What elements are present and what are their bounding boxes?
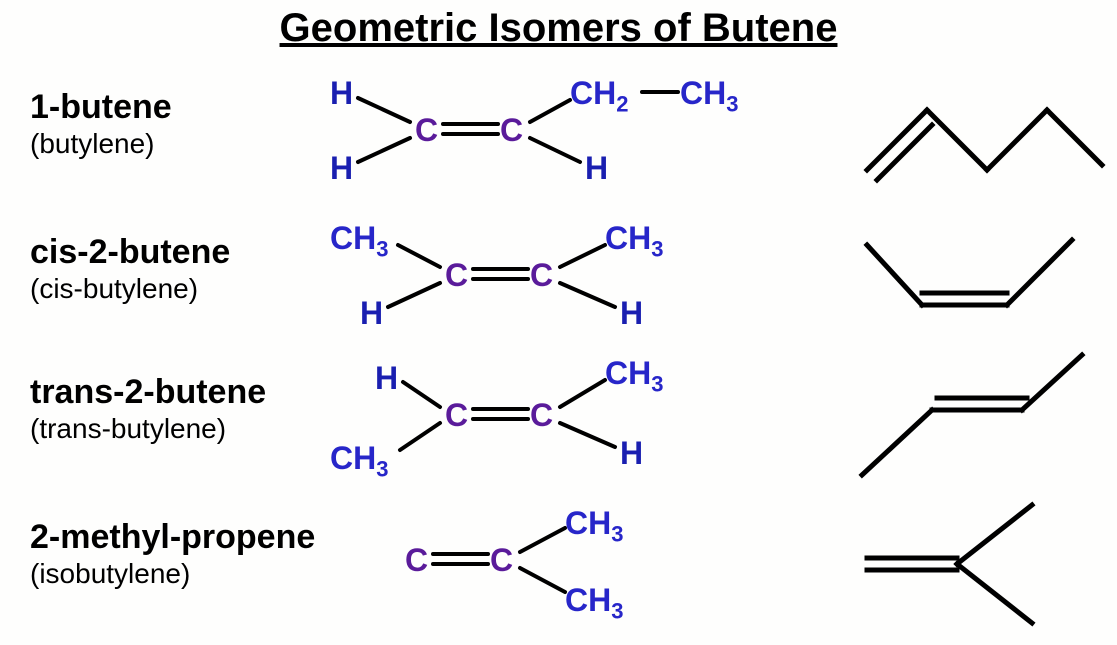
atom-label: H: [620, 295, 643, 332]
isomer-row-2-methyl-propene: 2-methyl-propene(isobutylene) C C CH3 CH3: [0, 500, 1117, 640]
structural-formula: H CH3 C C CH3 H: [330, 355, 830, 495]
atom-label: H: [330, 150, 353, 187]
atom-label: H: [585, 150, 608, 187]
atom-label: C: [530, 257, 553, 294]
isomer-names: 2-methyl-propene(isobutylene): [30, 520, 315, 590]
isomer-alt-name: (isobutylene): [30, 558, 315, 590]
atom-label: H: [360, 295, 383, 332]
atom-label: H: [375, 360, 398, 397]
atom-label: CH3: [330, 440, 388, 477]
atom-label: CH3: [680, 75, 738, 112]
atom-label: H: [620, 435, 643, 472]
isomer-names: trans-2-butene(trans-butylene): [30, 375, 266, 445]
atom-label: CH3: [330, 220, 388, 257]
isomer-name: 2-methyl-propene: [30, 520, 315, 556]
isomer-names: cis-2-butene(cis-butylene): [30, 235, 230, 305]
isomer-name: cis-2-butene: [30, 235, 230, 271]
skeletal-formula: [857, 355, 1087, 495]
skeletal-formula: [857, 70, 1087, 210]
structural-formula: CH3 H C C CH3 H: [330, 215, 830, 355]
isomer-alt-name: (trans-butylene): [30, 413, 266, 445]
isomer-row-cis-2-butene: cis-2-butene(cis-butylene) CH3 H C C CH3 H: [0, 215, 1117, 355]
isomer-alt-name: (cis-butylene): [30, 273, 230, 305]
structural-formula: C C CH3 CH3: [330, 500, 830, 640]
atom-label: C: [405, 542, 428, 579]
atom-label: CH3: [605, 220, 663, 257]
isomer-name: trans-2-butene: [30, 375, 266, 411]
isomer-name: 1-butene: [30, 90, 172, 126]
atom-label: C: [445, 397, 468, 434]
atom-label: C: [530, 397, 553, 434]
atom-label: CH2: [570, 75, 628, 112]
isomer-names: 1-butene(butylene): [30, 90, 172, 160]
atom-label: C: [490, 542, 513, 579]
skeletal-formula: [857, 500, 1087, 640]
atom-label: C: [415, 112, 438, 149]
isomer-row-1-butene: 1-butene(butylene) H H C C CH2 CH3 H: [0, 70, 1117, 210]
atom-label: C: [445, 257, 468, 294]
atom-label: CH3: [605, 355, 663, 392]
atom-label: CH3: [565, 505, 623, 542]
atom-label: CH3: [565, 582, 623, 619]
structural-formula: H H C C CH2 CH3 H: [330, 70, 830, 210]
isomer-row-trans-2-butene: trans-2-butene(trans-butylene) H CH3 C C CH3 H: [0, 355, 1117, 495]
skeletal-formula: [857, 215, 1087, 355]
atom-label: C: [500, 112, 523, 149]
atom-label: H: [330, 75, 353, 112]
isomer-alt-name: (butylene): [30, 128, 172, 160]
page-title: Geometric Isomers of Butene: [0, 6, 1117, 51]
